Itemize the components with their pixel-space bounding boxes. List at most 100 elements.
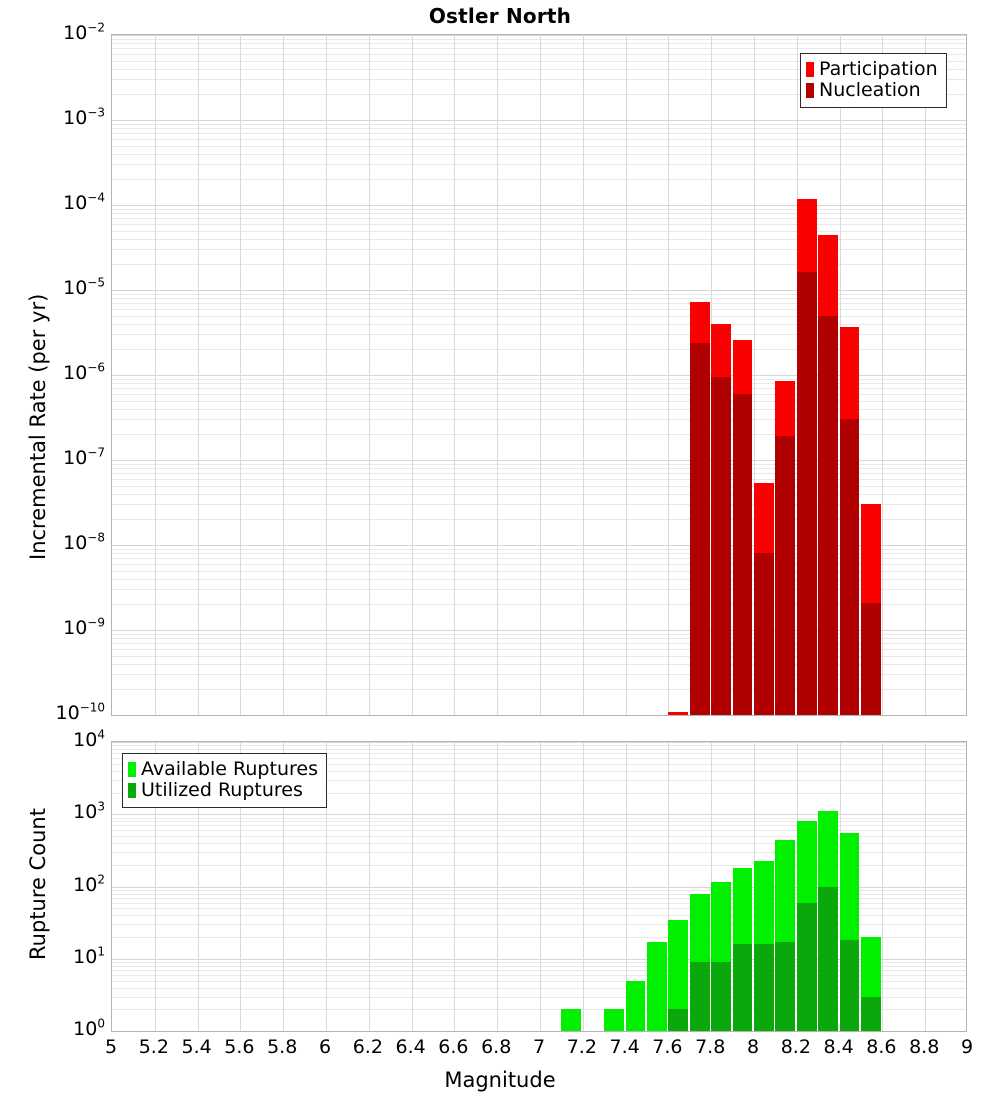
gridline-vertical (882, 742, 884, 1031)
gridline-horizontal (112, 962, 966, 964)
gridline-horizontal (112, 969, 966, 971)
gridline-horizontal (112, 53, 966, 55)
gridline-horizontal (112, 94, 966, 96)
legend-swatch-icon (128, 783, 136, 798)
gridline-horizontal (112, 893, 966, 895)
gridline-horizontal (112, 68, 966, 70)
gridline-vertical (283, 742, 285, 1031)
bar-segment-total (668, 920, 689, 1031)
gridline-horizontal (112, 814, 966, 816)
bar (861, 35, 881, 715)
gridline-horizontal (112, 179, 966, 181)
gridline-vertical (368, 742, 370, 1031)
gridline-horizontal (112, 924, 966, 926)
y-tick-label: 102 (73, 872, 105, 896)
gridline-vertical (540, 35, 541, 715)
gridline-horizontal (112, 792, 966, 794)
bar (796, 742, 817, 1031)
gridline-horizontal (112, 843, 966, 844)
gridline-horizontal (112, 864, 966, 866)
gridline-vertical (668, 742, 670, 1031)
bar (711, 742, 732, 1031)
gridline-horizontal (112, 908, 966, 910)
gridline-horizontal (112, 915, 966, 917)
gridline-horizontal (112, 223, 966, 225)
gridline-horizontal (112, 120, 966, 121)
gridline-horizontal (112, 473, 966, 475)
y-axis-label-bottom: Rupture Count (26, 808, 50, 960)
bar-segment-sub (861, 602, 881, 715)
y-tick-label: 101 (73, 944, 105, 968)
gridline-horizontal (112, 290, 966, 291)
gridline-horizontal (112, 763, 966, 765)
bar (625, 742, 646, 1031)
gridline-vertical (454, 742, 456, 1031)
page-title: Ostler North (428, 4, 572, 28)
x-tick-label: 7.2 (566, 1036, 597, 1058)
gridline-horizontal (112, 996, 966, 998)
gridline-vertical (925, 742, 927, 1031)
gridline-horizontal (112, 208, 966, 210)
bar-segment-sub (775, 436, 796, 715)
gridline-horizontal (112, 852, 966, 853)
gridline-horizontal (112, 897, 966, 899)
gridline-vertical (411, 35, 413, 715)
gridline-horizontal (112, 468, 966, 470)
bar-segment-total (647, 942, 667, 1031)
x-tick-label: 5.8 (267, 1036, 298, 1058)
gridline-horizontal (112, 323, 966, 325)
gridline-horizontal (112, 758, 966, 759)
bar-segment-sub (839, 419, 860, 715)
x-tick-label: 5 (104, 1036, 118, 1058)
x-tick-label: 9 (960, 1036, 974, 1058)
bar (775, 742, 796, 1031)
y-tick-label: 10−10 (55, 700, 105, 724)
x-tick-label: 6 (318, 1036, 332, 1058)
gridline-horizontal (112, 648, 966, 650)
gridline-horizontal (112, 349, 966, 351)
gridline-horizontal (112, 400, 966, 402)
gridline-vertical (326, 35, 327, 715)
gridline-horizontal (112, 153, 966, 155)
legend-item: Available Ruptures (128, 760, 318, 779)
gridline-horizontal (112, 205, 966, 206)
gridline-horizontal (112, 375, 966, 376)
bar-segment-sub (711, 376, 732, 715)
x-tick-label: 8.2 (780, 1036, 811, 1058)
gridline-horizontal (112, 589, 966, 591)
gridline-horizontal (112, 213, 966, 215)
x-axis-label: Magnitude (444, 1068, 556, 1092)
gridline-vertical (197, 35, 199, 715)
gridline-horizontal (112, 830, 966, 832)
gridline-horizontal (112, 889, 966, 891)
y-tick-label: 100 (73, 1016, 105, 1040)
legend-swatch-icon (806, 62, 814, 77)
gridline-horizontal (112, 308, 966, 310)
gridline-horizontal (112, 138, 966, 140)
gridline-horizontal (112, 264, 966, 266)
gridline-horizontal (112, 715, 966, 716)
gridline-horizontal (112, 570, 966, 572)
gridline-horizontal (112, 548, 966, 550)
gridline-horizontal (112, 419, 966, 421)
bars-top (112, 35, 966, 715)
bar (861, 742, 881, 1031)
legend-label: Utilized Ruptures (141, 779, 303, 801)
gridline-horizontal (112, 60, 966, 62)
gridline-vertical (625, 742, 627, 1031)
gridline-horizontal (112, 749, 966, 750)
x-tick-label: 7.8 (695, 1036, 726, 1058)
gridline-horizontal (112, 303, 966, 305)
gridline-horizontal (112, 745, 966, 747)
gridline-horizontal (112, 504, 966, 506)
bar-segment-sub (818, 316, 839, 715)
gridline-horizontal (112, 638, 966, 640)
gridline-horizontal (112, 779, 966, 781)
y-tick-label: 103 (73, 799, 105, 824)
bar (732, 742, 753, 1031)
bar-segment-sub (689, 342, 710, 715)
gridline-horizontal (112, 937, 966, 938)
gridline-horizontal (112, 408, 966, 410)
x-tick-label: 5.4 (181, 1036, 212, 1058)
